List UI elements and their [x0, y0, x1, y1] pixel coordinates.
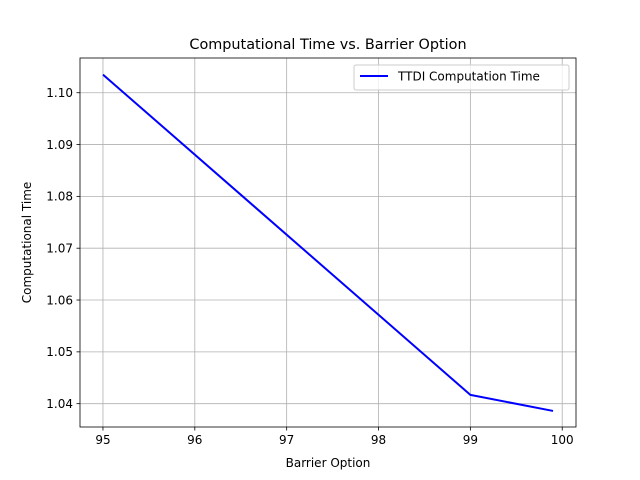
legend-entry-label: TTDI Computation Time — [397, 70, 540, 84]
y-tick-label: 1.08 — [46, 190, 73, 204]
x-tick-label: 100 — [551, 433, 574, 447]
legend-box — [353, 64, 570, 91]
y-axis-label: Computational Time — [20, 182, 34, 304]
grid — [80, 58, 576, 427]
y-tick-label: 1.10 — [46, 86, 73, 100]
legend: TTDI Computation Time — [353, 64, 570, 91]
plot-frame — [79, 57, 577, 428]
x-tick-label: 98 — [371, 433, 386, 447]
plot-lines — [102, 73, 554, 412]
x-axis: 95 96 97 98 99 100 — [95, 427, 574, 447]
y-tick-label: 1.05 — [46, 345, 73, 359]
x-tick-label: 95 — [95, 433, 110, 447]
series-line — [102, 73, 554, 412]
y-tick-label: 1.09 — [46, 138, 73, 152]
y-tick-label: 1.07 — [46, 242, 73, 256]
x-tick-label: 96 — [187, 433, 202, 447]
x-tick-label: 99 — [463, 433, 478, 447]
y-tick-label: 1.04 — [46, 397, 73, 411]
chart-title: Computational Time vs. Barrier Option — [189, 37, 466, 53]
y-axis: 1.04 1.05 1.06 1.07 1.08 1.09 1.10 — [46, 86, 80, 411]
x-tick-label: 97 — [279, 433, 294, 447]
x-axis-label: Barrier Option — [286, 456, 371, 470]
y-tick-label: 1.06 — [46, 293, 73, 307]
